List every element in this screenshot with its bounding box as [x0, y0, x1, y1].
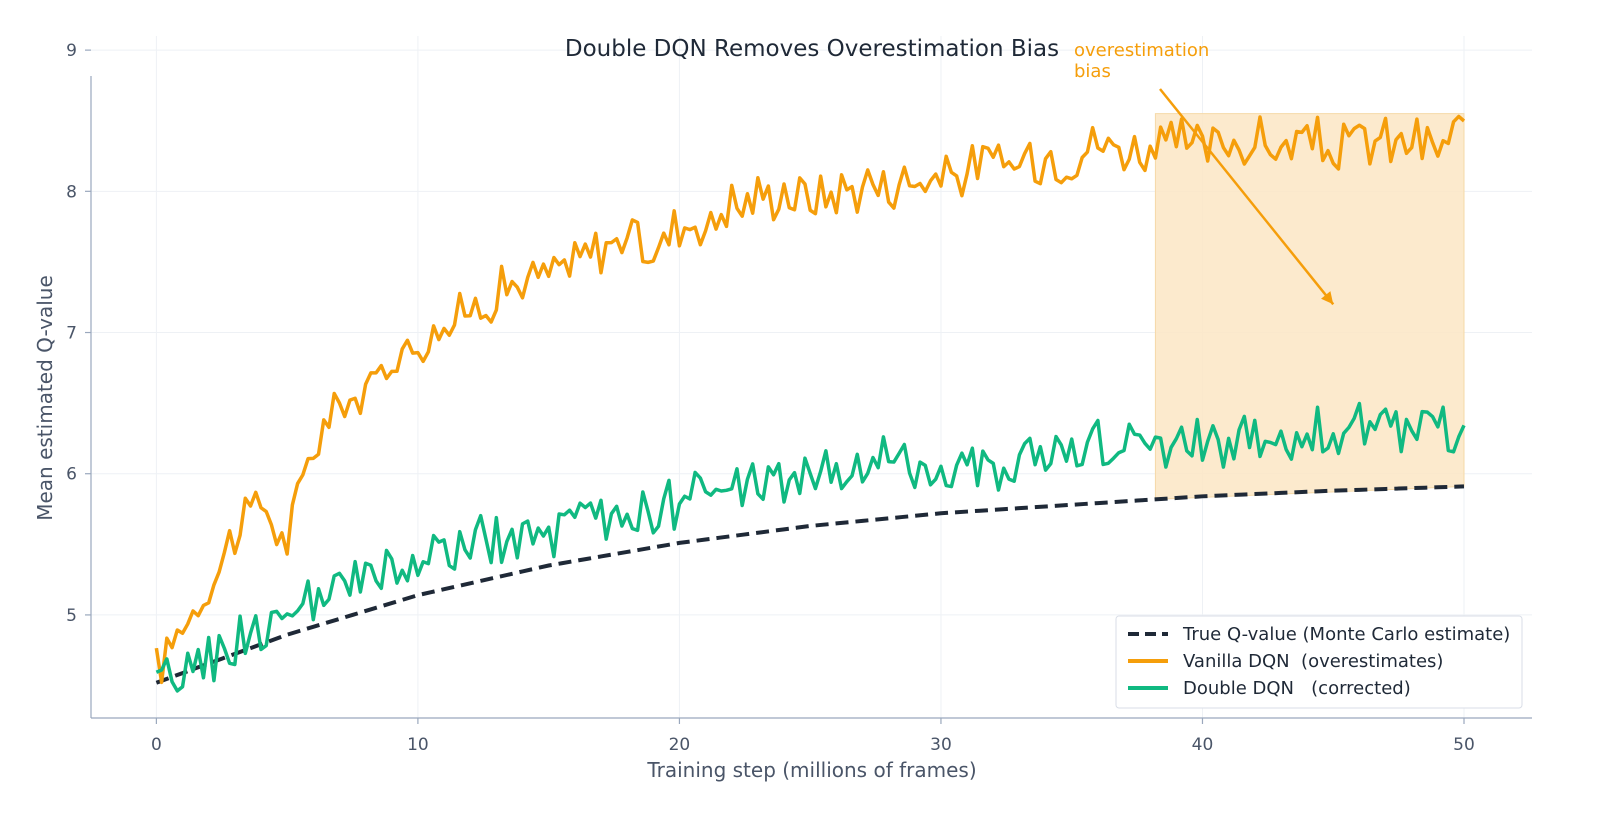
legend-label-double: Double DQN (corrected) — [1183, 678, 1411, 699]
x-tick-label: 50 — [1453, 735, 1475, 755]
series-line-double — [155, 401, 1466, 693]
chart-title: Double DQN Removes Overestimation Bias — [565, 36, 1059, 62]
series-line-true-q — [155, 484, 1465, 685]
legend-box — [1115, 615, 1523, 709]
x-tick-label: 20 — [669, 735, 691, 755]
x-tick-label: 0 — [151, 735, 162, 755]
y-tick-label: 6 — [66, 465, 77, 485]
x-tick-label: 30 — [930, 735, 952, 755]
x-axis-title: Training step (millions of frames) — [646, 758, 976, 782]
y-tick-label: 8 — [66, 182, 77, 202]
legend: True Q-value (Monte Carlo estimate) Vani… — [1115, 615, 1523, 709]
y-tick-label: 5 — [66, 606, 77, 626]
series-line-vanilla — [154, 114, 1466, 685]
annotation-arrowhead — [1321, 291, 1334, 305]
x-tick-label: 10 — [407, 735, 429, 755]
annotation-text-line2: bias — [1074, 61, 1111, 82]
y-tick-label: 7 — [66, 324, 77, 344]
legend-label-true-q: True Q-value (Monte Carlo estimate) — [1182, 624, 1510, 645]
legend-label-vanilla: Vanilla DQN (overestimates) — [1183, 651, 1443, 672]
x-tick-label: 40 — [1192, 735, 1214, 755]
series — [154, 114, 1466, 693]
y-axis-title: Mean estimated Q-value — [33, 275, 57, 521]
axes: 0 10 20 30 40 50 5 6 7 8 9 — [66, 41, 1532, 755]
annotation-text: overestimation — [1074, 40, 1209, 61]
annotation-arrow — [1159, 88, 1335, 306]
y-tick-label: 9 — [66, 41, 77, 61]
